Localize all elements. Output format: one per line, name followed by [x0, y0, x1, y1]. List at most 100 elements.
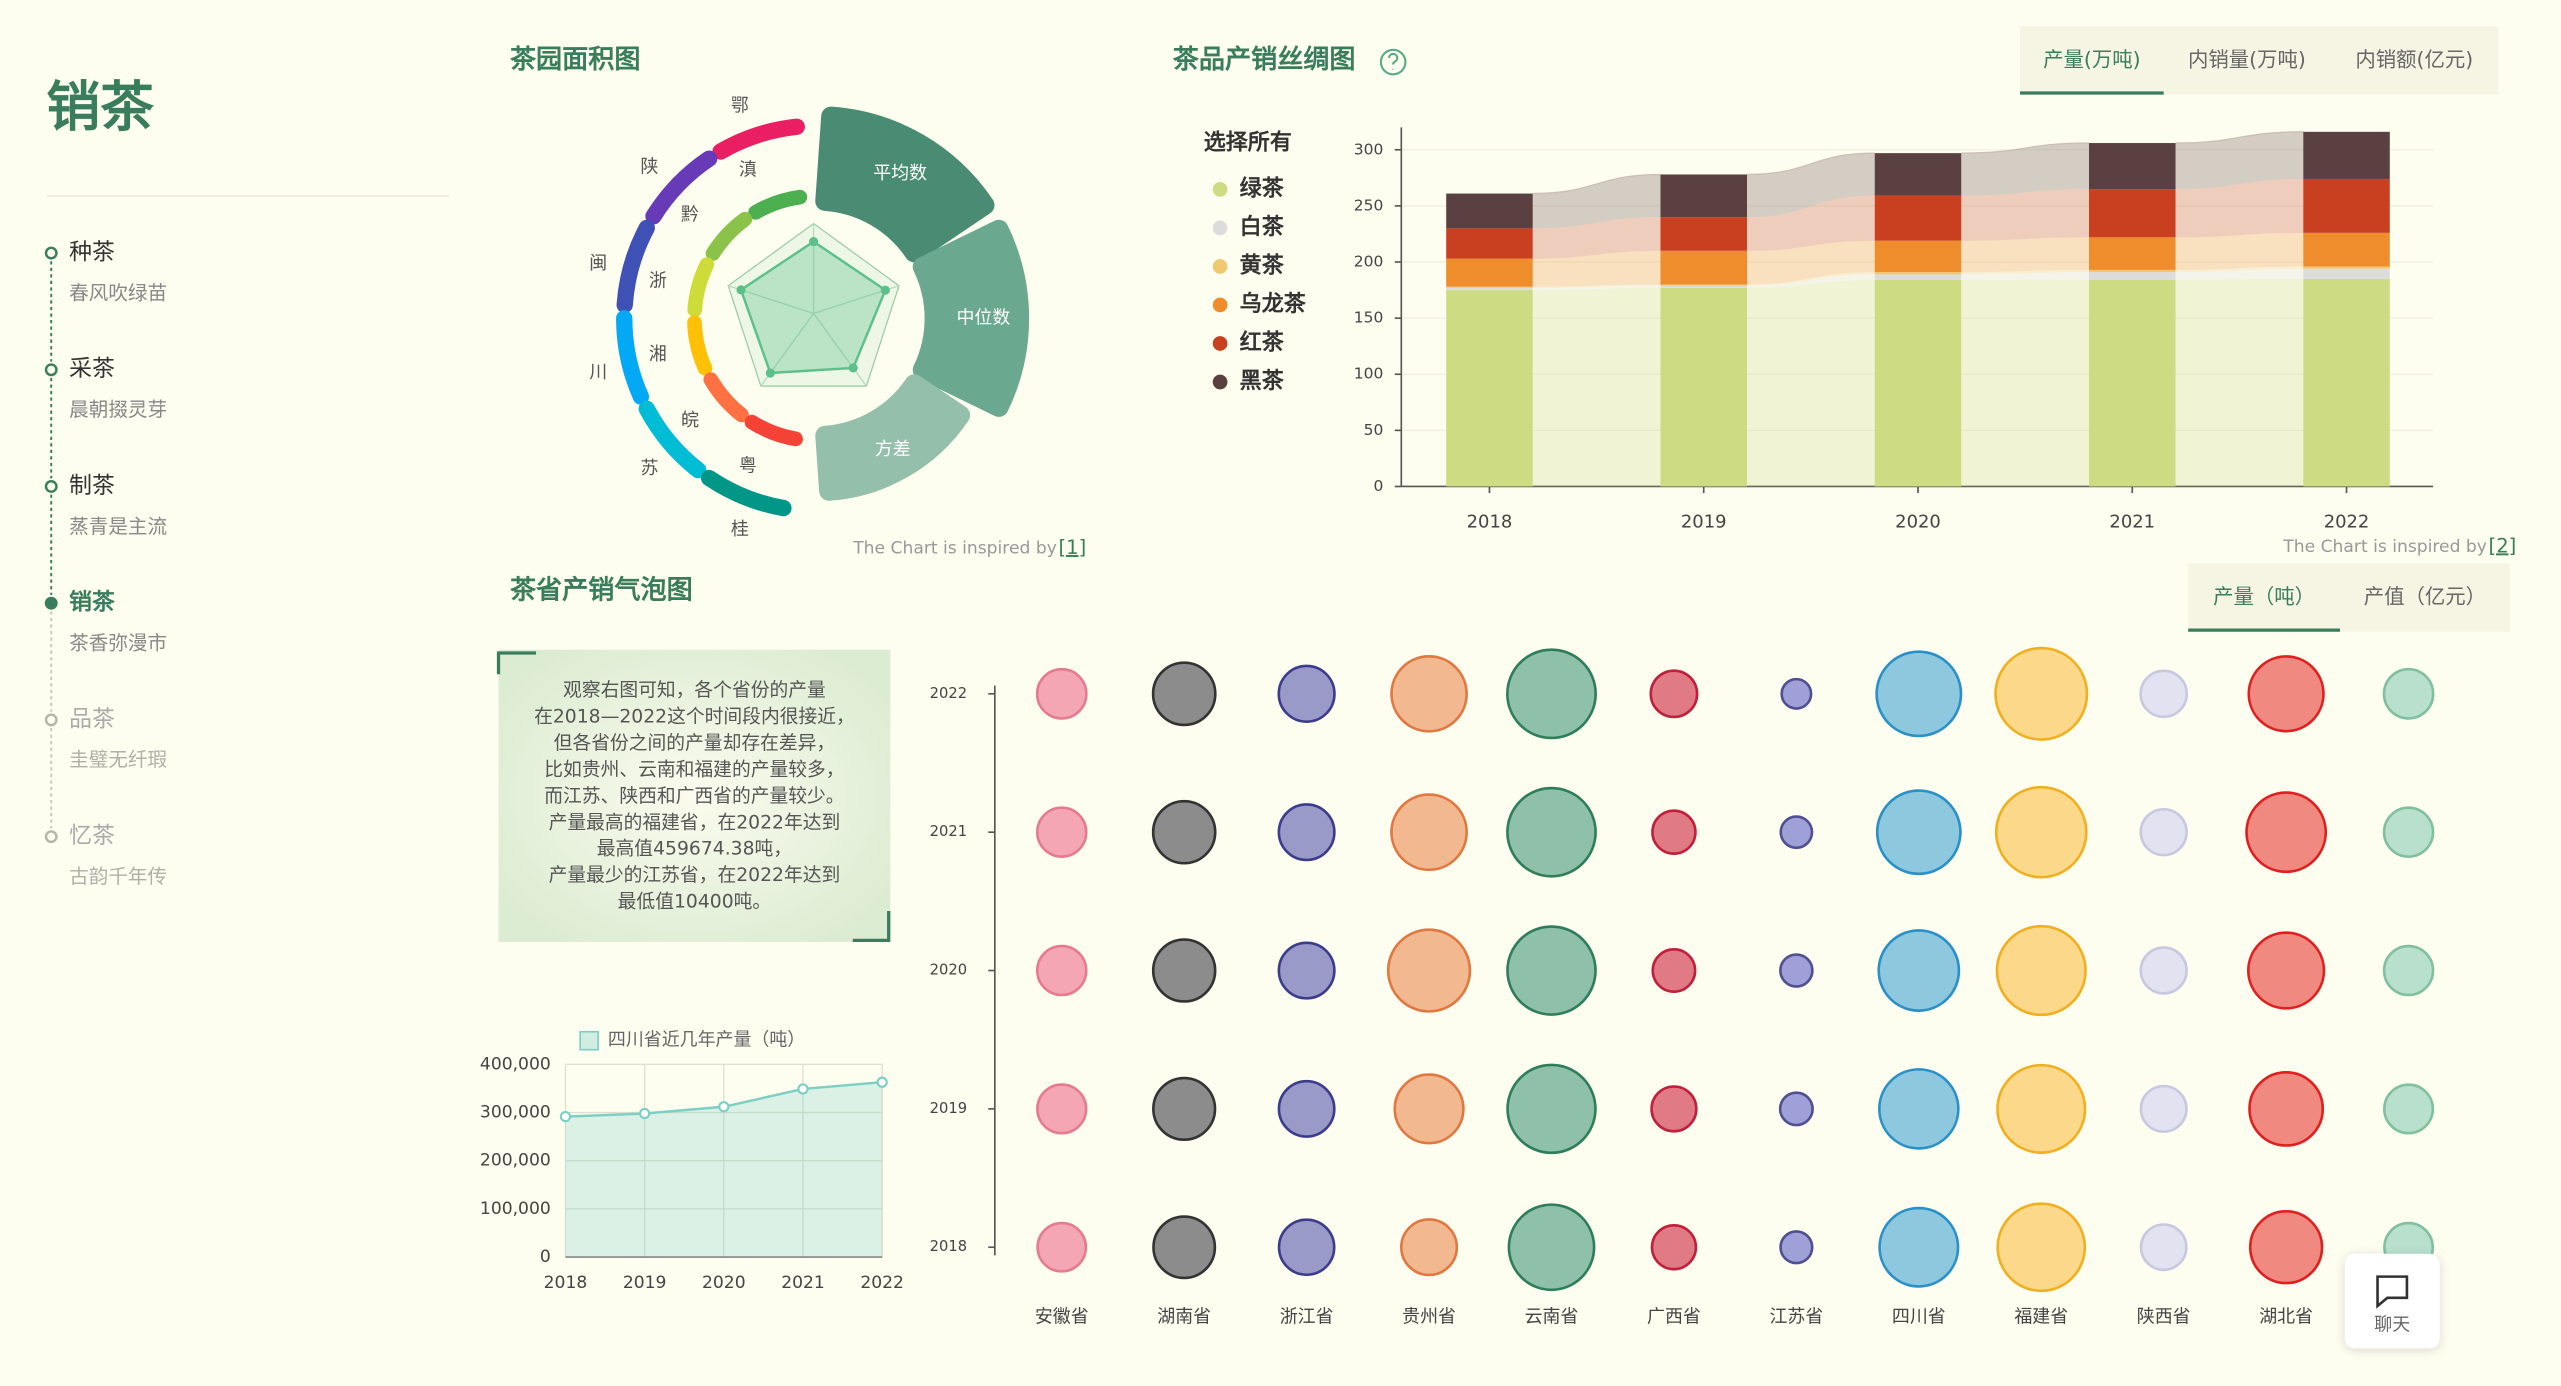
- bubble[interactable]: [1650, 1085, 1698, 1133]
- bubble[interactable]: [1779, 953, 1814, 988]
- credit-link[interactable]: [1]: [1058, 536, 1086, 559]
- legend-label[interactable]: 白茶: [1240, 214, 1285, 240]
- bubble[interactable]: [1390, 793, 1468, 872]
- bubble[interactable]: [1779, 1230, 1814, 1265]
- nav-item[interactable]: 采茶: [69, 356, 115, 382]
- bubble[interactable]: [1506, 1063, 1597, 1155]
- nav-item[interactable]: 种茶: [69, 240, 115, 266]
- bubble[interactable]: [2139, 669, 2189, 719]
- bubble[interactable]: [1390, 654, 1468, 733]
- bubble[interactable]: [1035, 944, 1088, 997]
- bubble[interactable]: [1277, 941, 1336, 1000]
- legend-label[interactable]: 绿茶: [1240, 175, 1285, 201]
- bubble[interactable]: [1035, 667, 1088, 720]
- tab[interactable]: 产量（吨）: [2213, 584, 2315, 608]
- bubble[interactable]: [2245, 791, 2328, 874]
- bar-segment: [2303, 266, 2390, 269]
- tab[interactable]: 产值（亿元）: [2364, 584, 2486, 608]
- bubble[interactable]: [1650, 1223, 1698, 1271]
- bubble[interactable]: [2382, 944, 2435, 997]
- bubble[interactable]: [2248, 1070, 2325, 1147]
- nav-item[interactable]: 销茶: [69, 590, 115, 616]
- bubble[interactable]: [1649, 669, 1699, 719]
- x-tick-label: 2018: [1467, 511, 1513, 532]
- bubble[interactable]: [1151, 799, 1217, 865]
- bubble[interactable]: [1996, 1202, 2087, 1293]
- bubble[interactable]: [1386, 928, 1472, 1013]
- silk-band: [1532, 284, 1661, 288]
- bubble[interactable]: [1277, 803, 1336, 862]
- bubble[interactable]: [1400, 1218, 1459, 1277]
- bubble[interactable]: [1779, 815, 1814, 850]
- note-line: 在2018—2022这个时间段内很接近，: [534, 705, 855, 727]
- nav-item[interactable]: 制茶: [69, 473, 115, 499]
- bubble[interactable]: [1506, 925, 1597, 1016]
- legend-label[interactable]: 红茶: [1240, 329, 1285, 355]
- bubble[interactable]: [1277, 664, 1336, 723]
- chat-label[interactable]: 聊天: [2374, 1315, 2410, 1336]
- x-tick-label: 湖南省: [1157, 1306, 1211, 1327]
- bubble[interactable]: [1875, 789, 1962, 876]
- bubble[interactable]: [1151, 661, 1217, 727]
- bubble[interactable]: [1151, 938, 1217, 1003]
- bubble[interactable]: [2382, 806, 2435, 858]
- tab[interactable]: 产量(万吨): [2043, 47, 2140, 71]
- bubble[interactable]: [2139, 1223, 2188, 1272]
- bubble[interactable]: [2139, 1084, 2188, 1133]
- bubble[interactable]: [2247, 655, 2325, 733]
- bubble[interactable]: [1651, 948, 1697, 994]
- timeline-dot: [44, 830, 58, 844]
- bubble[interactable]: [1152, 1215, 1217, 1280]
- bubble[interactable]: [1651, 809, 1697, 855]
- bubble[interactable]: [1780, 677, 1813, 710]
- radar-point: [765, 368, 775, 378]
- bubble[interactable]: [1277, 1079, 1336, 1138]
- bubble[interactable]: [1393, 1073, 1465, 1145]
- bubble[interactable]: [2248, 1210, 2324, 1285]
- bubble[interactable]: [1506, 786, 1597, 878]
- radar-point: [809, 237, 819, 247]
- bubble[interactable]: [1507, 1203, 1596, 1292]
- bubble[interactable]: [2139, 807, 2188, 857]
- bubble[interactable]: [1996, 1063, 2087, 1154]
- bubble[interactable]: [2247, 931, 2326, 1010]
- bubble[interactable]: [1878, 1206, 1960, 1288]
- bubble[interactable]: [1875, 650, 1963, 738]
- bubble[interactable]: [1036, 1083, 1088, 1135]
- tab[interactable]: 内销额(亿元): [2355, 47, 2473, 71]
- tab[interactable]: 内销量(万吨): [2188, 47, 2306, 71]
- bubble[interactable]: [1277, 1218, 1336, 1277]
- bubble[interactable]: [1035, 806, 1088, 858]
- y-tick-label: 2021: [930, 823, 967, 840]
- x-tick-label: 云南省: [1525, 1306, 1579, 1327]
- nav-item[interactable]: 忆茶: [69, 823, 115, 849]
- bubble[interactable]: [1995, 924, 2087, 1017]
- help-icon[interactable]: [1379, 48, 1407, 76]
- bubble[interactable]: [2382, 667, 2435, 720]
- bubble[interactable]: [2383, 1083, 2435, 1135]
- bar-segment: [2303, 232, 2390, 267]
- bubble[interactable]: [1152, 1076, 1217, 1142]
- legend-label[interactable]: 四川省近几年产量（吨）: [608, 1030, 805, 1051]
- nav-item[interactable]: 品茶: [69, 706, 115, 732]
- chat-button[interactable]: 聊天: [2344, 1253, 2440, 1349]
- legend-label[interactable]: 黑茶: [1240, 369, 1285, 394]
- credit-link[interactable]: [2]: [2489, 534, 2517, 557]
- x-tick-label: 贵州省: [1402, 1306, 1456, 1327]
- legend-label[interactable]: 乌龙茶: [1240, 291, 1307, 317]
- bubble[interactable]: [1994, 785, 2088, 879]
- chat-button-bg[interactable]: [2344, 1253, 2440, 1349]
- bubble[interactable]: [1994, 646, 2089, 741]
- legend-title[interactable]: 选择所有: [1204, 130, 1292, 156]
- bubble[interactable]: [1036, 1221, 1088, 1273]
- bubble[interactable]: [1877, 929, 1961, 1012]
- bar-segment: [1446, 286, 1533, 288]
- bubble[interactable]: [1877, 1068, 1960, 1150]
- bubble[interactable]: [1778, 1091, 1814, 1127]
- bar-segment: [2089, 272, 2176, 280]
- legend-label[interactable]: 黄茶: [1240, 253, 1285, 278]
- bubble[interactable]: [2139, 946, 2188, 995]
- y-tick-label: 100: [1354, 365, 1384, 383]
- bubble[interactable]: [1506, 648, 1597, 740]
- silk-outline: [1532, 173, 1661, 195]
